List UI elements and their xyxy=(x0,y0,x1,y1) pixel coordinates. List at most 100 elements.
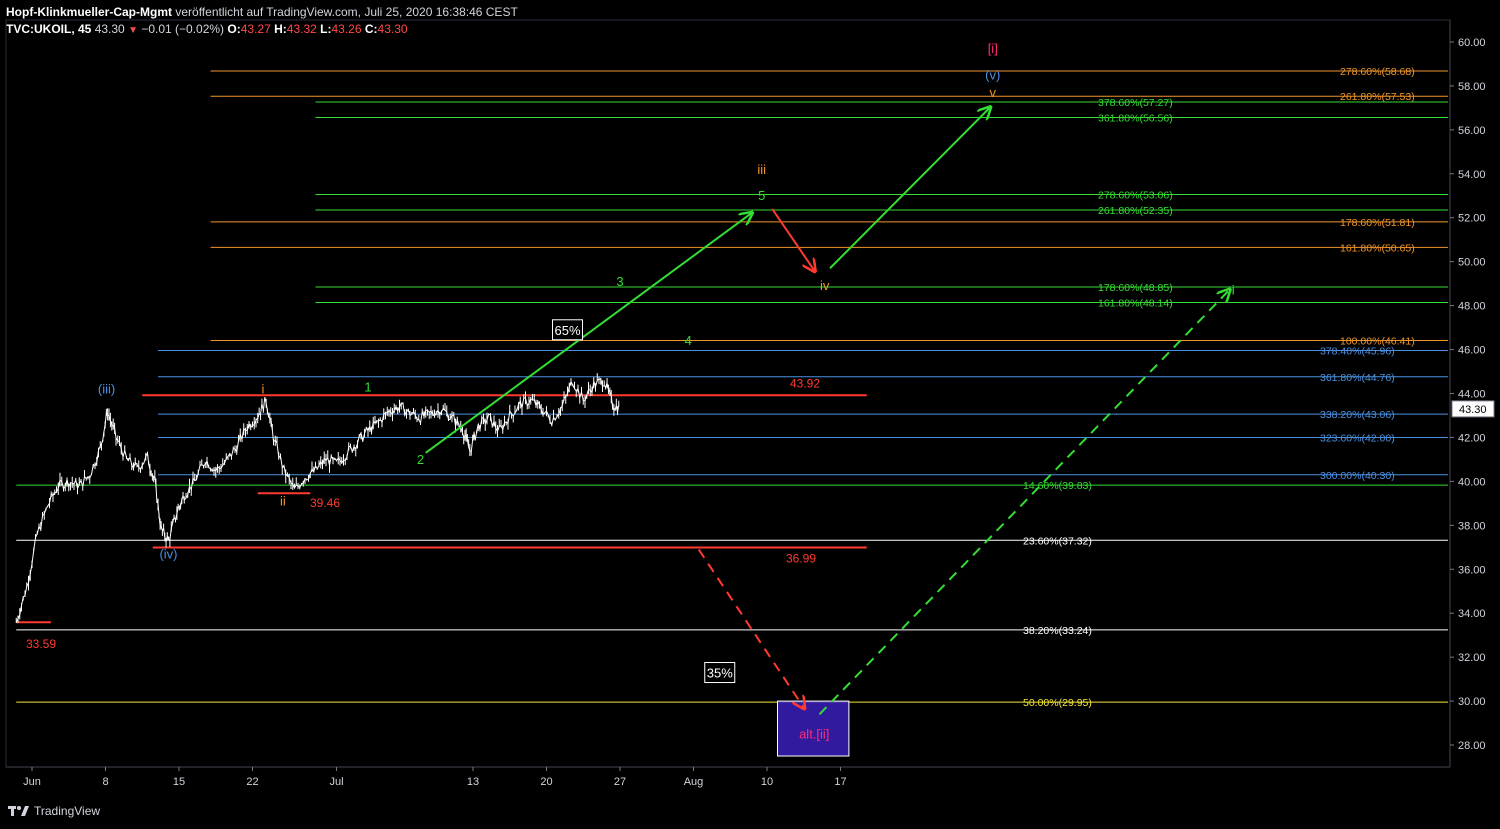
y-tick-label: 36.00 xyxy=(1458,564,1486,576)
fib-level-label: 161.80%(50.65) xyxy=(1340,242,1415,254)
close-label: C: xyxy=(364,22,378,36)
y-tick-label: 52.00 xyxy=(1458,213,1486,225)
y-tick-label: 50.00 xyxy=(1458,257,1486,269)
price-line xyxy=(15,378,620,623)
wave-label: ii xyxy=(280,494,286,509)
projection-arrow[interactable] xyxy=(425,213,752,454)
x-tick-label: 10 xyxy=(761,776,773,788)
fib-level-label: 361.80%(56.56) xyxy=(1098,113,1173,125)
projection-arrow[interactable] xyxy=(771,208,814,271)
wave-label: (v) xyxy=(985,67,1000,82)
x-tick-label: 15 xyxy=(173,776,185,788)
tradingview-logo-text: TradingView xyxy=(34,804,101,818)
x-tick-label: 22 xyxy=(246,776,258,788)
x-tick-label: Jun xyxy=(23,776,41,788)
fib-level-label: 361.80%(44.76) xyxy=(1320,372,1395,384)
x-tick-label: 17 xyxy=(834,776,846,788)
y-tick-label: 42.00 xyxy=(1458,432,1486,444)
probability-label: 65% xyxy=(554,323,580,338)
x-tick-label: 20 xyxy=(540,776,552,788)
fib-level-label: 38.20%(33.24) xyxy=(1023,625,1092,637)
fib-level-label: 323.60%(42.00) xyxy=(1320,432,1395,444)
probability-box xyxy=(704,662,736,684)
wave-label: alt.[ii] xyxy=(799,726,829,741)
fib-level-label: 300.00%(40.30) xyxy=(1320,470,1395,482)
price-level-label: 36.99 xyxy=(786,552,816,566)
chart-header: Hopf-Klinkmueller-Cap-Mgmt veröffentlich… xyxy=(6,4,518,39)
current-price-tag xyxy=(1451,400,1495,418)
price-level-label: 43.92 xyxy=(790,376,820,390)
publisher-name[interactable]: Hopf-Klinkmueller-Cap-Mgmt xyxy=(6,5,172,19)
close-value: 43.30 xyxy=(377,22,408,36)
symbol-name[interactable]: TVC:UKOIL, 45 xyxy=(6,22,92,36)
price-series xyxy=(15,373,620,623)
last-price: 43.30 xyxy=(94,22,125,36)
fib-level-label: 178.60%(51.81) xyxy=(1340,217,1415,229)
wave-label: 5 xyxy=(758,188,765,203)
y-tick-label: 48.00 xyxy=(1458,301,1486,313)
symbol-line: TVC:UKOIL, 45 43.30 ▼ −0.01 (−0.02%) O:4… xyxy=(6,21,518,39)
y-tick-label: 32.00 xyxy=(1458,652,1486,664)
y-tick-label: 38.00 xyxy=(1458,520,1486,532)
fib-level-label: 178.60%(48.85) xyxy=(1098,282,1173,294)
y-tick-label: 30.00 xyxy=(1458,696,1486,708)
y-tick-label: 58.00 xyxy=(1458,81,1486,93)
dashed-projection-arrow[interactable] xyxy=(697,548,804,707)
fib-level-label: 14.60%(39.83) xyxy=(1023,480,1092,492)
projection-arrow[interactable] xyxy=(829,108,990,269)
wave-label: [i] xyxy=(988,41,998,56)
y-tick-label: 28.00 xyxy=(1458,740,1486,752)
wave-label: 4 xyxy=(685,333,692,348)
fib-level-label: 50.00%(29.95) xyxy=(1023,697,1092,709)
y-tick-label: 60.00 xyxy=(1458,37,1486,49)
footer xyxy=(0,800,1500,829)
price-change: −0.01 (−0.02%) xyxy=(141,22,225,36)
wave-label: i xyxy=(262,382,265,397)
price-level-label: 39.46 xyxy=(310,496,340,510)
x-tick-label: 13 xyxy=(467,776,479,788)
wave-label: iii xyxy=(757,162,766,177)
fib-level-label: 278.60%(53.06) xyxy=(1098,189,1173,201)
fib-level-label: 278.60%(58.68) xyxy=(1340,66,1415,78)
x-tick-label: Aug xyxy=(684,776,704,788)
high-label: H: xyxy=(274,22,287,36)
probability-label: 35% xyxy=(707,666,733,681)
y-tick-label: 44.00 xyxy=(1458,389,1486,401)
wave-label: 2 xyxy=(417,452,424,467)
fib-level-label: 378.60%(57.27) xyxy=(1098,97,1173,109)
fib-level-label: 261.80%(57.53) xyxy=(1340,91,1415,103)
fib-level-label: 161.80%(48.14) xyxy=(1098,298,1173,310)
down-arrow-icon: ▼ xyxy=(128,25,138,36)
x-tick-label: 8 xyxy=(102,776,108,788)
probability-box xyxy=(552,319,583,341)
y-tick-label: 40.00 xyxy=(1458,476,1486,488)
published-text: veröffentlicht auf TradingView.com, Juli… xyxy=(175,5,518,19)
wave-label: (iv) xyxy=(159,546,177,561)
fib-level-label: 261.80%(52.35) xyxy=(1098,205,1173,217)
y-tick-label: 34.00 xyxy=(1458,608,1486,620)
low-label: L: xyxy=(320,22,332,36)
current-price-label: 43.30 xyxy=(1459,404,1487,416)
y-tick-label: 54.00 xyxy=(1458,169,1486,181)
fib-level-label: 338.20%(43.06) xyxy=(1320,409,1395,421)
tradingview-logo[interactable]: TradingView xyxy=(8,804,100,818)
x-tick-label: 27 xyxy=(614,776,626,788)
wave-label: i xyxy=(1232,283,1235,298)
publish-line: Hopf-Klinkmueller-Cap-Mgmt veröffentlich… xyxy=(6,4,518,21)
wave-label: 3 xyxy=(616,274,623,289)
price-chart[interactable]: 28.00 30.00 32.00 34.00 36.00 38.00 40.00 42.00… xyxy=(0,0,1500,800)
open-label: O: xyxy=(227,22,241,36)
fib-level-label: 23.60%(37.32) xyxy=(1023,535,1092,547)
price-level-label: 33.59 xyxy=(26,637,56,651)
wave-label: (iii) xyxy=(98,382,115,397)
tradingview-logo-icon xyxy=(8,806,29,816)
plot-frame xyxy=(5,19,1451,768)
low-value: 43.26 xyxy=(331,22,362,36)
fib-level-label: 378.40%(45.96) xyxy=(1320,345,1395,357)
dashed-projection-arrow[interactable] xyxy=(818,290,1230,715)
wave-label: iv xyxy=(820,278,830,293)
y-tick-label: 46.00 xyxy=(1458,345,1486,357)
target-zone-box[interactable] xyxy=(777,700,850,757)
open-value: 43.27 xyxy=(240,22,271,36)
fib-level-label: 100.00%(46.41) xyxy=(1340,336,1415,348)
